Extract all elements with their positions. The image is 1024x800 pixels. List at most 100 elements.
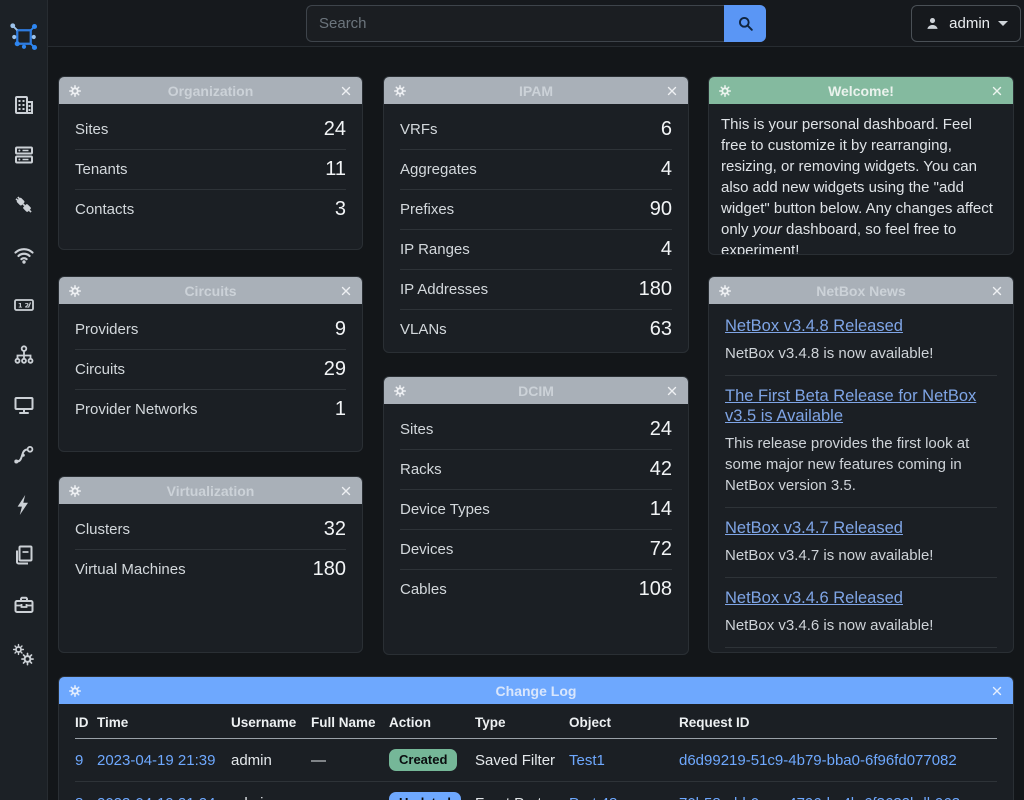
- connections-icon: [12, 193, 36, 217]
- gear-icon[interactable]: [393, 84, 407, 98]
- stat-row-device-types[interactable]: Device Types 14: [400, 489, 672, 529]
- close-icon[interactable]: [990, 284, 1004, 298]
- stat-row-cables[interactable]: Cables 108: [400, 569, 672, 609]
- widget-header: DCIM: [384, 377, 688, 404]
- changelog-type: Front Port: [475, 782, 569, 800]
- news-item: NetBox v3.4.5 Released: [725, 647, 997, 652]
- col-header-type: Type: [475, 704, 569, 739]
- news-link[interactable]: NetBox v3.4.6 Released: [725, 589, 903, 607]
- user-label: admin: [949, 15, 990, 32]
- stat-row-providers[interactable]: Providers 9: [75, 309, 346, 349]
- changelog-time-link[interactable]: 2023-04-19 21:24: [97, 795, 215, 800]
- stat-row-ip-addresses[interactable]: IP Addresses 180: [400, 269, 672, 309]
- widget-header: NetBox News: [709, 277, 1013, 304]
- stat-value: 6: [660, 117, 672, 140]
- stat-row-sites[interactable]: Sites 24: [400, 409, 672, 449]
- changelog-request-id-link[interactable]: d6d99219-51c9-4b79-bba0-6f96fd077082: [679, 751, 957, 769]
- widget-title: IPAM: [519, 82, 553, 99]
- news-summary: NetBox v3.4.7 is now available!: [725, 547, 934, 564]
- news-link[interactable]: NetBox v3.4.7 Released: [725, 519, 903, 537]
- stat-row-virtual-machines[interactable]: Virtual Machines 180: [75, 549, 346, 589]
- sidebar-item-circuits[interactable]: [12, 443, 36, 467]
- widget-change-log: Change Log ID Time Username Full Name Ac…: [58, 676, 1014, 800]
- stat-value: 24: [649, 417, 672, 440]
- gear-icon[interactable]: [68, 484, 82, 498]
- ipam-icon: [12, 293, 36, 317]
- stat-row-ip-ranges[interactable]: IP Ranges 4: [400, 229, 672, 269]
- stat-value: 3: [334, 198, 346, 220]
- search-input[interactable]: [306, 4, 724, 42]
- stat-row-racks[interactable]: Racks 42: [400, 449, 672, 489]
- close-icon[interactable]: [665, 84, 679, 98]
- gear-icon[interactable]: [718, 284, 732, 298]
- stat-row-prefixes[interactable]: Prefixes 90: [400, 189, 672, 229]
- sidebar-item-ipam[interactable]: [12, 293, 36, 317]
- stat-label: VRFs: [400, 120, 438, 138]
- stat-row-circuits[interactable]: Circuits 29: [75, 349, 346, 389]
- stat-label: Device Types: [400, 501, 490, 518]
- widget-title: Welcome!: [828, 82, 894, 99]
- stat-row-aggregates[interactable]: Aggregates 4: [400, 149, 672, 189]
- stat-row-tenants[interactable]: Tenants 11: [75, 149, 346, 189]
- news-item: The First Beta Release for NetBox v3.5 i…: [725, 375, 997, 507]
- col-header-username: Username: [231, 704, 311, 739]
- stat-row-contacts[interactable]: Contacts 3: [75, 189, 346, 229]
- widget-netbox-news: NetBox News NetBox v3.4.8 Released NetBo…: [708, 276, 1014, 653]
- widget-organization: Organization Sites 24 Tenants 11 Contacts 3: [58, 76, 363, 250]
- changelog-object-link[interactable]: Port 48: [569, 795, 617, 800]
- gear-icon[interactable]: [68, 684, 82, 698]
- sidebar-item-tunnels[interactable]: [12, 343, 36, 367]
- close-icon[interactable]: [339, 484, 353, 498]
- gear-icon[interactable]: [68, 284, 82, 298]
- operations-icon: [12, 643, 36, 667]
- netbox-logo[interactable]: [6, 19, 42, 55]
- stat-row-vlans[interactable]: VLANs 63: [400, 309, 672, 349]
- gear-icon[interactable]: [68, 84, 82, 98]
- changelog-id-link[interactable]: 8: [75, 795, 83, 800]
- close-icon[interactable]: [990, 684, 1004, 698]
- sidebar-item-wireless[interactable]: [12, 243, 36, 267]
- changelog-object-link[interactable]: Test1: [569, 751, 605, 769]
- changelog-full-name: —: [311, 738, 389, 782]
- sidebar-item-operations[interactable]: [12, 643, 36, 667]
- search-button[interactable]: [724, 4, 766, 42]
- stat-label: VLANs: [400, 321, 447, 338]
- stat-value: 4: [660, 158, 672, 180]
- sidebar-item-power[interactable]: [12, 493, 36, 517]
- news-link[interactable]: NetBox v3.4.8 Released: [725, 317, 903, 335]
- gear-icon[interactable]: [393, 384, 407, 398]
- sidebar-item-provisioning[interactable]: [12, 543, 36, 567]
- widget-title: DCIM: [518, 382, 554, 399]
- stat-row-sites[interactable]: Sites 24: [75, 109, 346, 149]
- sidebar-item-virtualization[interactable]: [12, 393, 36, 417]
- sidebar-item-organization[interactable]: [12, 93, 36, 117]
- changelog-id-link[interactable]: 9: [75, 751, 84, 769]
- widget-header: Circuits: [59, 277, 362, 304]
- close-icon[interactable]: [339, 84, 353, 98]
- stat-row-clusters[interactable]: Clusters 32: [75, 509, 346, 549]
- close-icon[interactable]: [990, 84, 1004, 98]
- news-link[interactable]: The First Beta Release for NetBox v3.5 i…: [725, 387, 977, 425]
- news-summary: NetBox v3.4.6 is now available!: [725, 617, 934, 634]
- stat-value: 32: [323, 517, 346, 540]
- welcome-text-part2: dashboard, so feel free to experiment!: [721, 221, 957, 255]
- devices-icon: [12, 143, 36, 167]
- close-icon[interactable]: [665, 384, 679, 398]
- widget-title: Circuits: [184, 282, 237, 299]
- user-menu-button[interactable]: admin: [911, 5, 1021, 42]
- stat-row-vrfs[interactable]: VRFs 6: [400, 109, 672, 149]
- stat-row-devices[interactable]: Devices 72: [400, 529, 672, 569]
- sidebar-item-devices[interactable]: [12, 143, 36, 167]
- changelog-time-link[interactable]: 2023-04-19 21:39: [97, 751, 216, 769]
- gear-icon[interactable]: [718, 84, 732, 98]
- widget-header: Organization: [59, 77, 362, 104]
- close-icon[interactable]: [339, 284, 353, 298]
- customization-icon: [12, 593, 36, 617]
- welcome-text-part1: This is your personal dashboard. Feel fr…: [721, 116, 993, 238]
- stat-row-provider-networks[interactable]: Provider Networks 1: [75, 389, 346, 429]
- sidebar-item-connections[interactable]: [12, 193, 36, 217]
- changelog-request-id-link[interactable]: 70b58add-0cee-4796-bc4b-6f3632bdb963: [679, 795, 960, 800]
- netbox-logo-icon: [6, 19, 42, 55]
- news-item: NetBox v3.4.7 Released NetBox v3.4.7 is …: [725, 507, 997, 577]
- sidebar-item-customization[interactable]: [12, 593, 36, 617]
